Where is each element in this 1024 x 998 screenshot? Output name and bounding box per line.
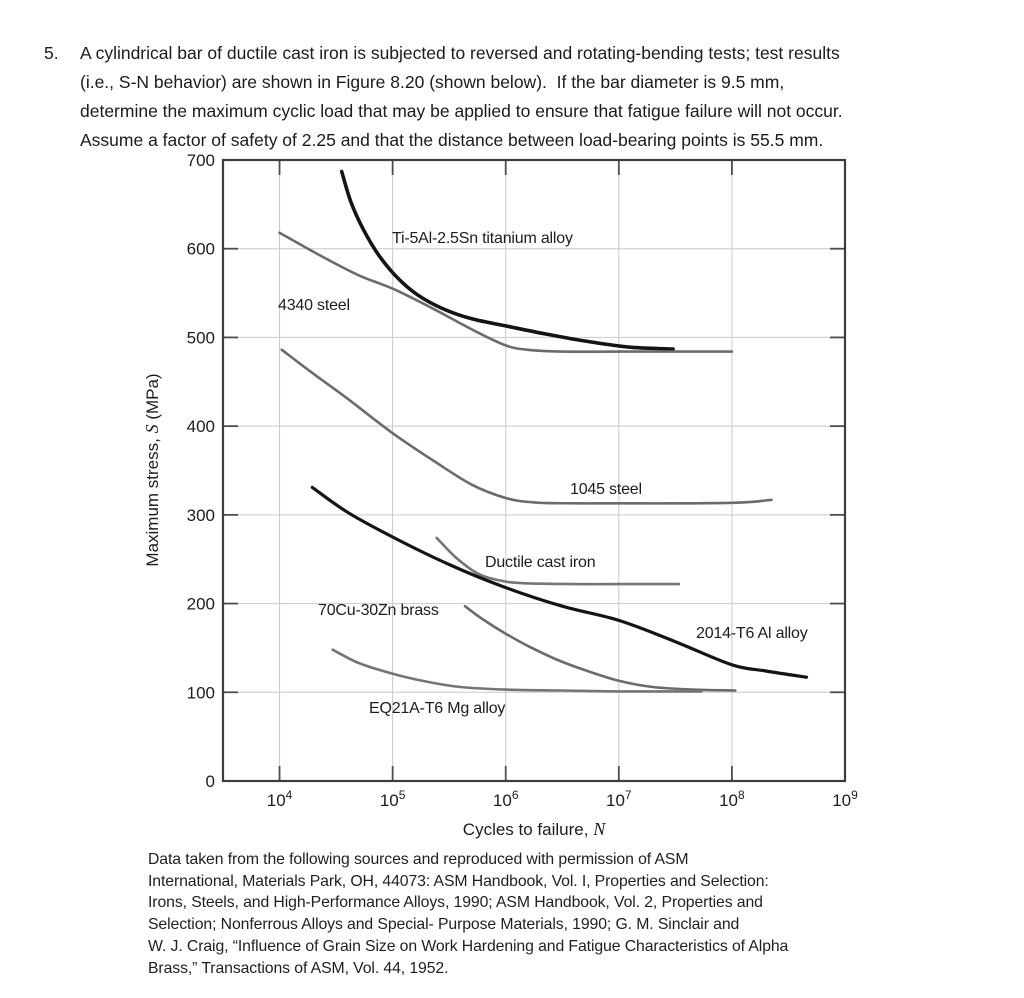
x-tick-labels: 104 105 106 107 108 109	[267, 788, 858, 810]
x-tick-label: 105	[380, 788, 406, 810]
y-tick-label: 200	[187, 595, 215, 614]
caption-line: Selection; Nonferrous Alloys and Special…	[148, 916, 740, 934]
y-tick-label: 400	[187, 417, 215, 436]
x-axis-title: Cycles to failure, N	[463, 819, 606, 839]
y-tick-labels: 0 100 200 300 400 500 600 700	[187, 151, 215, 791]
x-tick-label: 104	[267, 788, 293, 810]
caption-line: Data taken from the following sources an…	[148, 851, 689, 868]
problem-text-line: Assume a factor of safety of 2.25 and th…	[80, 130, 824, 150]
plot-frame	[221, 158, 847, 783]
y-axis-title: Maximum stress, S (MPa)	[142, 373, 162, 566]
curve-label-steel-1045: 1045 steel	[570, 481, 642, 498]
curve-labels: Ti-5Al-2.5Sn titanium alloy 4340 steel 104…	[278, 230, 808, 717]
y-tick-label: 100	[187, 683, 215, 702]
y-tick-label: 700	[187, 151, 215, 170]
y-tick-label: 500	[187, 328, 215, 347]
curve-steel-4340	[278, 231, 734, 354]
figure-caption: Data taken from the following sources an…	[148, 849, 788, 979]
curve-label-steel-4340: 4340 steel	[278, 297, 350, 314]
y-tick-label: 600	[187, 240, 215, 259]
x-tick-label: 107	[606, 788, 632, 810]
problem-text-line: A cylindrical bar of ductile cast iron i…	[80, 43, 840, 63]
x-tick-label: 108	[719, 788, 745, 810]
caption-line: W. J. Craig, “Influence of Grain Size on…	[148, 937, 789, 955]
grid-lines	[223, 160, 845, 781]
curve-mg-eq21a-t6	[331, 648, 703, 693]
curve-label-brass-70cu-30zn: 70Cu-30Zn brass	[318, 602, 439, 619]
curve-label-mg-eq21a-t6: EQ21A-T6 Mg alloy	[369, 700, 505, 717]
y-tick-label: 0	[206, 772, 215, 791]
curve-al-2014-t6	[310, 485, 809, 679]
axis-ticks	[223, 160, 845, 781]
x-axis-title: Cycles to failure, N	[463, 819, 606, 839]
x-tick-label: 109	[832, 788, 858, 810]
y-axis-title: Maximum stress, S (MPa)	[142, 373, 162, 566]
curve-brass-70cu-30zn	[463, 604, 737, 692]
problem-text-line: determine the maximum cyclic load that m…	[80, 101, 843, 121]
caption-line: International, Materials Park, OH, 44073…	[148, 872, 769, 890]
x-tick-label: 106	[493, 788, 519, 810]
problem-text-line: (i.e., S-N behavior) are shown in Figure…	[80, 72, 785, 92]
y-tick-label: 300	[187, 506, 215, 525]
caption-line: Irons, Steels, and High-Performance Allo…	[148, 894, 763, 912]
caption-line: Brass,” Transactions of ASM, Vol. 44, 19…	[148, 959, 449, 977]
problem-number: 5.	[44, 43, 59, 63]
curve-ti-5al-2-5sn	[339, 169, 675, 351]
curve-label-ductile-cast-iron: Ductile cast iron	[485, 554, 595, 571]
curves	[278, 169, 809, 693]
curve-ductile-cast-iron	[435, 536, 681, 586]
curve-label-al-2014-t6: 2014-T6 Al alloy	[696, 625, 808, 642]
problem-text: A cylindrical bar of ductile cast iron i…	[80, 39, 843, 155]
sn-fatigue-chart: 0 100 200 300 400 500 600 700 104 105 106 107 108 109…	[142, 151, 858, 839]
curve-steel-1045	[280, 348, 773, 505]
curve-label-ti-5al-2-5sn: Ti-5Al-2.5Sn titanium alloy	[392, 230, 573, 247]
